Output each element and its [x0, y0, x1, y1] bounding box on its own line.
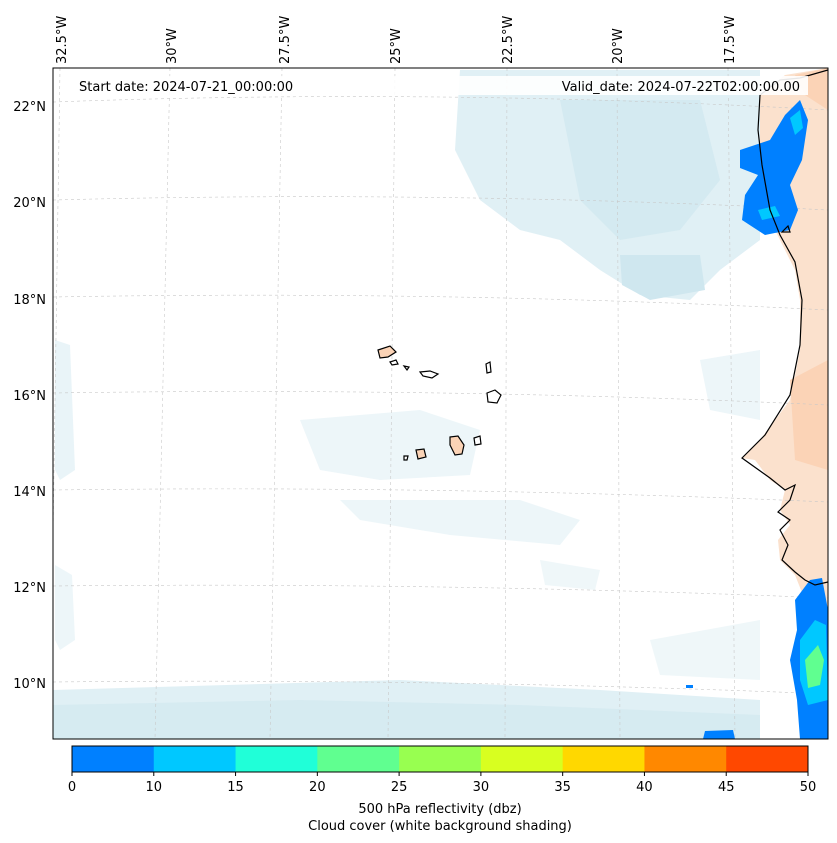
lat-label-22n: 22°N	[13, 100, 46, 115]
colorbar: 0 10 15 20 25 30 35 40 45 50	[68, 745, 817, 795]
colorbar-segment	[72, 746, 155, 772]
colorbar-tick-label: 40	[636, 780, 653, 795]
info-strip	[68, 76, 808, 95]
echo-north	[740, 100, 808, 235]
lat-label-20n: 20°N	[13, 196, 46, 211]
map-border	[52, 67, 829, 740]
lat-label-18n: 18°N	[13, 293, 46, 308]
valid-date-label: Valid_date: 2024-07-22T02:00:00.00	[562, 80, 800, 95]
cape-verde-islands	[377, 345, 502, 461]
lon-label-17-5w: 17.5°W	[723, 16, 738, 64]
graticule	[53, 68, 828, 739]
echo-north-core	[758, 206, 780, 220]
colorbar-segment	[399, 746, 482, 772]
lon-label-27-5w: 27.5°W	[278, 16, 293, 64]
lat-label-16n: 16°N	[13, 389, 46, 404]
colorbar-tick-label: 45	[718, 780, 735, 795]
lat-label-14n: 14°N	[13, 485, 46, 500]
colorbar-segment	[317, 746, 400, 772]
start-date-label: Start date: 2024-07-21_00:00:00	[79, 80, 293, 95]
colorbar-tick-label: 25	[391, 780, 408, 795]
echo-speck	[686, 685, 693, 688]
coastline	[741, 69, 828, 586]
echo-north-core2	[790, 110, 803, 135]
reflectivity-layer	[686, 100, 828, 739]
lat-label-12n: 12°N	[13, 581, 46, 596]
colorbar-border	[71, 745, 809, 773]
colorbar-segment	[235, 746, 318, 772]
colorbar-segment	[153, 746, 237, 772]
cloud-cover-layer	[53, 70, 760, 739]
echo-south-core	[805, 645, 824, 688]
lon-label-32-5w: 32.5°W	[55, 16, 70, 64]
colorbar-tick-label: 35	[554, 780, 571, 795]
longitude-labels: 32.5°W 30°W 27.5°W 25°W 22.5°W 20°W 17.5…	[55, 16, 738, 64]
lat-label-10n: 10°N	[13, 677, 46, 692]
colorbar-segment	[644, 746, 727, 772]
colorbar-tick-label: 50	[800, 780, 817, 795]
echo-south-small	[703, 730, 735, 739]
latitude-labels: 22°N 20°N 18°N 16°N 14°N 12°N 10°N	[13, 100, 46, 692]
colorbar-tick-label: 15	[227, 780, 244, 795]
lon-label-30w: 30°W	[165, 28, 180, 64]
lon-label-22-5w: 22.5°W	[501, 16, 516, 64]
colorbar-tick-label: 30	[473, 780, 490, 795]
colorbar-subtitle: Cloud cover (white background shading)	[308, 819, 572, 834]
colorbar-title: 500 hPa reflectivity (dbz)	[358, 802, 521, 817]
colorbar-tick-label: 10	[146, 780, 163, 795]
colorbar-tick-label: 20	[309, 780, 326, 795]
colorbar-segment	[726, 746, 809, 772]
colorbar-segment	[562, 746, 645, 772]
colorbar-segment	[480, 746, 564, 772]
colorbar-tick-label: 0	[68, 780, 76, 795]
lon-label-20w: 20°W	[611, 28, 626, 64]
lon-label-25w: 25°W	[389, 28, 404, 64]
